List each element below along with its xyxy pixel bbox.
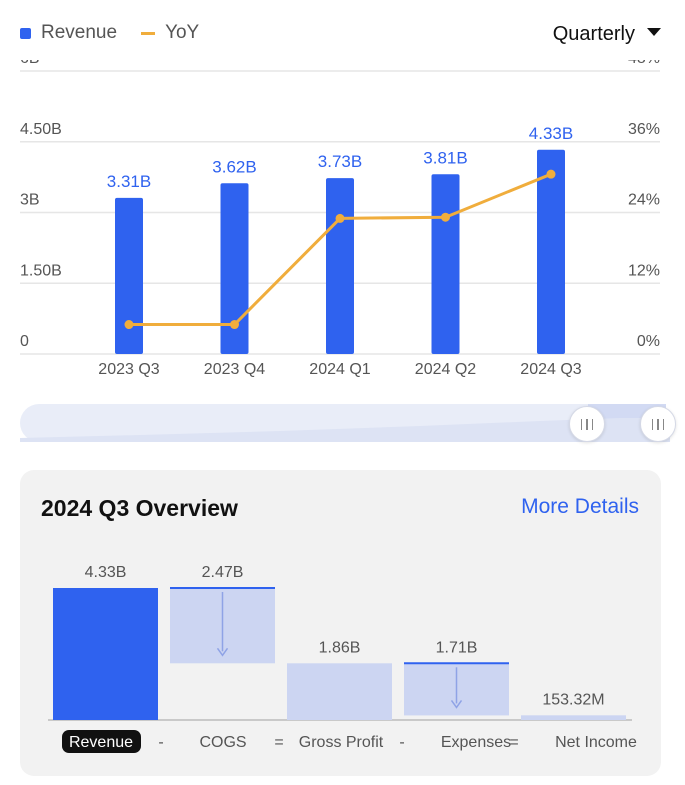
revenue-bar bbox=[431, 174, 460, 354]
y-right-tick-label: 36% bbox=[628, 121, 660, 138]
legend-revenue-label: Revenue bbox=[41, 22, 118, 43]
chart-legend: Revenue YoY bbox=[20, 22, 223, 44]
more-details-link[interactable]: More Details bbox=[521, 495, 639, 518]
waterfall-operator: - bbox=[399, 734, 404, 751]
x-tick-label: 2024 Q3 bbox=[520, 361, 581, 378]
down-arrow-icon bbox=[450, 699, 463, 709]
yoy-swatch bbox=[141, 31, 156, 35]
y-right-tick-label: 0% bbox=[637, 333, 660, 350]
legend-yoy-label: YoY bbox=[165, 22, 200, 43]
revenue-bar bbox=[537, 149, 565, 354]
y-right-tick-label: 48% bbox=[628, 60, 660, 67]
range-slider[interactable] bbox=[20, 404, 676, 442]
y-right-tick-label: 12% bbox=[628, 262, 660, 279]
waterfall-bar bbox=[521, 715, 626, 720]
waterfall-data-label: 1.71B bbox=[436, 639, 478, 656]
revenue-bar bbox=[220, 183, 249, 354]
y-left-tick-label: 3B bbox=[20, 192, 40, 209]
waterfall-chart: 4.33B 2.47B 1.86B 1.71B 153.32M Revenue COGS Gr… bbox=[48, 564, 637, 753]
overview-title: 2024 Q3 Overview bbox=[41, 495, 238, 521]
waterfall-data-label: 153.32M bbox=[542, 691, 604, 708]
revenue-yoy-chart: 0 1.50B 3B 4.50B 6B 0% 12% 24% 36% 48% 3.31B 2023 Q… bbox=[20, 60, 660, 378]
waterfall-category-label: Net Income bbox=[555, 734, 637, 751]
waterfall-bar-revenue bbox=[53, 588, 158, 720]
waterfall-data-label: 2.47B bbox=[202, 564, 244, 581]
period-value: Quarterly bbox=[552, 23, 635, 45]
waterfall-bar bbox=[287, 663, 392, 720]
revenue-swatch bbox=[20, 27, 31, 39]
slider-preview bbox=[20, 418, 670, 442]
revenue-data-label: 3.73B bbox=[318, 152, 362, 171]
overview-card: 2024 Q3 Overview More Details 4.33B 2.47B… bbox=[20, 470, 661, 776]
yoy-point bbox=[335, 213, 345, 223]
waterfall-category-label: Gross Profit bbox=[299, 734, 384, 751]
slider-left-handle[interactable] bbox=[569, 406, 605, 442]
y-right-tick-label: 24% bbox=[628, 192, 660, 209]
waterfall-category-label: Expenses bbox=[441, 734, 511, 751]
waterfall-operator: - bbox=[158, 734, 163, 751]
y-left-tick-label: 1.50B bbox=[20, 262, 62, 279]
y-left-tick-label: 6B bbox=[20, 60, 40, 67]
yoy-point bbox=[546, 169, 556, 179]
revenue-data-label: 3.62B bbox=[212, 157, 256, 176]
down-arrow-icon bbox=[216, 647, 229, 657]
yoy-point bbox=[230, 320, 239, 330]
caret-down-icon bbox=[647, 27, 661, 36]
revenue-data-label: 4.33B bbox=[529, 124, 573, 143]
revenue-bar bbox=[115, 197, 143, 354]
y-left-tick-label: 0 bbox=[20, 333, 29, 350]
x-tick-label: 2023 Q3 bbox=[98, 361, 159, 378]
waterfall-category-label: COGS bbox=[199, 734, 246, 751]
y-left-tick-label: 4.50B bbox=[20, 121, 62, 138]
yoy-point bbox=[124, 320, 134, 330]
x-tick-label: 2024 Q1 bbox=[309, 361, 370, 378]
waterfall-operator: = bbox=[509, 734, 518, 751]
legend-revenue[interactable]: Revenue bbox=[20, 22, 117, 44]
revenue-data-label: 3.31B bbox=[107, 172, 151, 191]
x-tick-label: 2024 Q2 bbox=[415, 361, 476, 378]
waterfall-operator: = bbox=[274, 734, 283, 751]
waterfall-category-label: Revenue bbox=[69, 734, 133, 751]
slider-right-handle[interactable] bbox=[640, 406, 676, 442]
x-tick-label: 2023 Q4 bbox=[204, 361, 265, 378]
revenue-data-label: 3.81B bbox=[423, 148, 467, 167]
waterfall-data-label: 1.86B bbox=[319, 639, 361, 656]
legend-yoy[interactable]: YoY bbox=[141, 22, 199, 44]
period-dropdown[interactable]: Quarterly bbox=[553, 23, 661, 46]
yoy-point bbox=[441, 212, 450, 222]
waterfall-data-label: 4.33B bbox=[85, 564, 127, 581]
revenue-bar bbox=[326, 178, 354, 354]
selected-category-pill bbox=[62, 730, 141, 753]
